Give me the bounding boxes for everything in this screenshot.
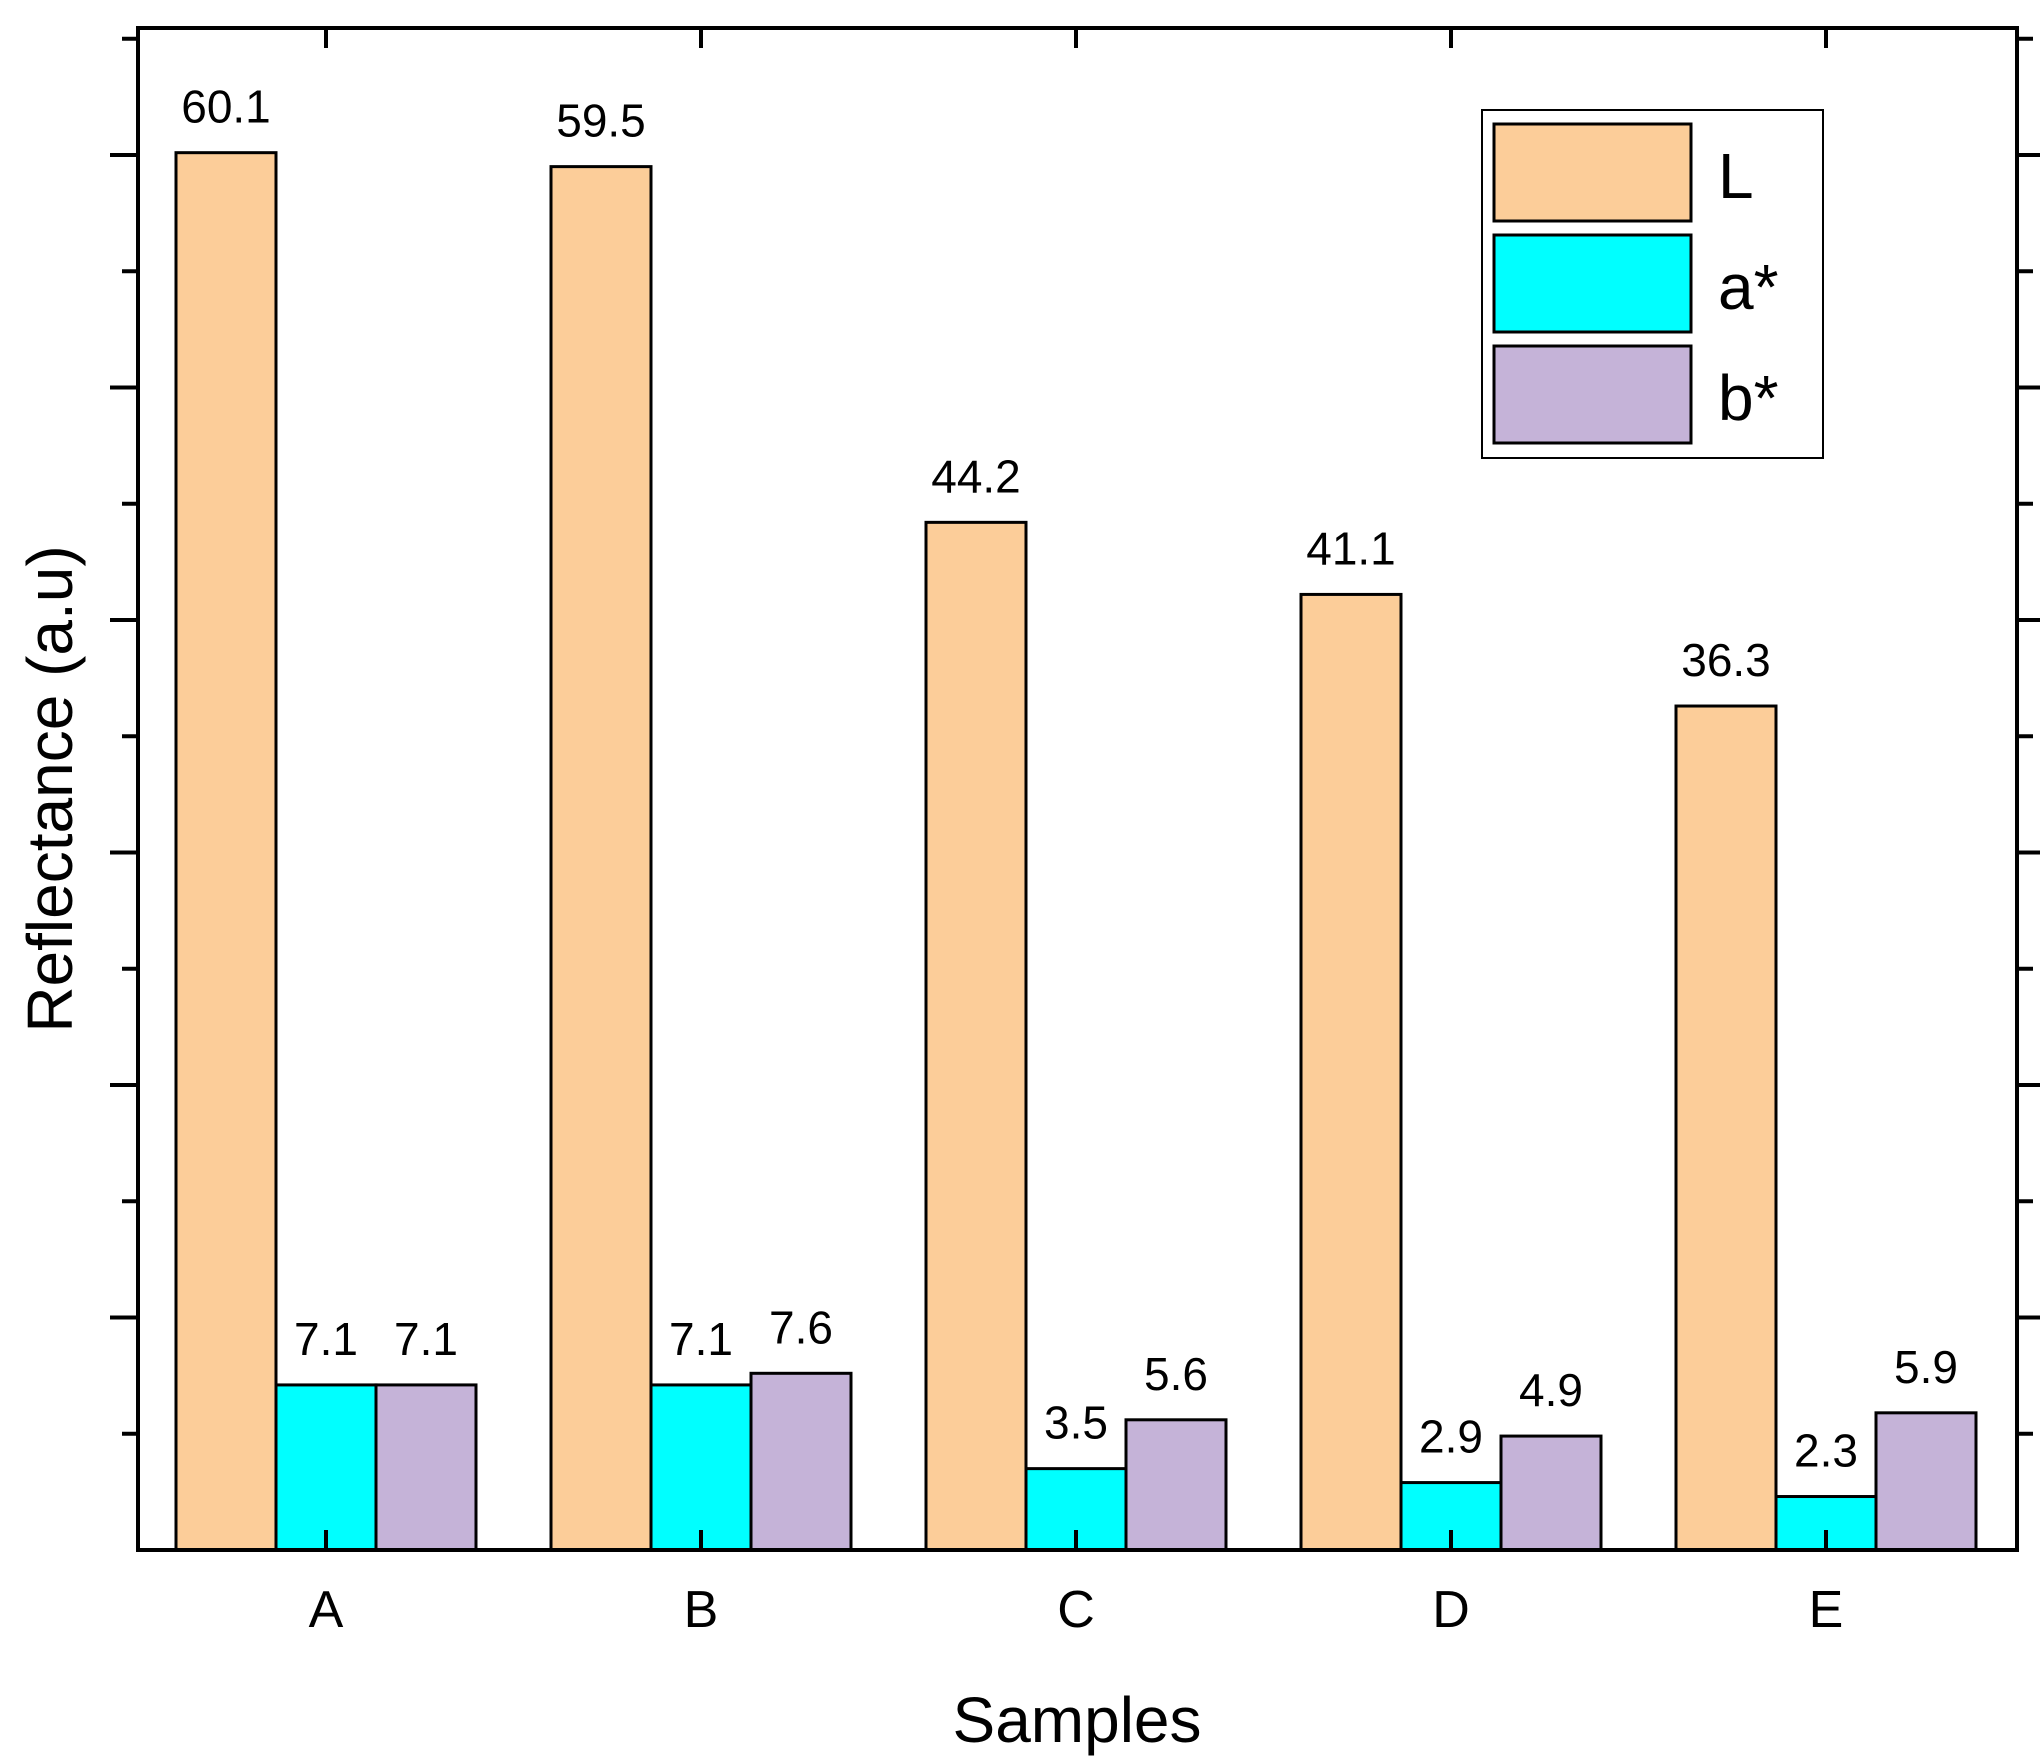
legend-swatch-a-star	[1492, 233, 1693, 334]
bar-b-star-B	[749, 1371, 853, 1552]
bar-label-a-star-B: 7.1	[669, 1313, 733, 1365]
ticks-layer	[110, 28, 2040, 1550]
bar-b-star-E	[1874, 1411, 1978, 1552]
bar-l-D	[1299, 592, 1403, 1552]
plot-frame	[136, 26, 2019, 1552]
bar-a-star-B	[649, 1383, 753, 1552]
bar-label-a-star-D: 2.9	[1419, 1411, 1483, 1463]
bar-label-l-C: 44.2	[931, 450, 1021, 502]
bar-b-star-D	[1499, 1434, 1603, 1552]
bar-label-l-B: 59.5	[556, 95, 646, 147]
category-label-A: A	[309, 1581, 344, 1639]
legend-label-b-star: b*	[1718, 362, 1779, 434]
bar-label-b-star-E: 5.9	[1894, 1341, 1958, 1393]
legend-entry-L: L	[1492, 122, 1754, 223]
bar-l-E	[1674, 704, 1778, 1552]
legend-swatch-L	[1492, 122, 1693, 223]
bar-l-B	[549, 165, 653, 1552]
category-label-E: E	[1809, 1581, 1844, 1639]
category-label-B: B	[684, 1581, 719, 1639]
legend-entry-b-star: b*	[1492, 344, 1779, 445]
legend-label-L: L	[1718, 140, 1754, 212]
bar-labels-layer: 60.1 7.1 7.1 59.5 7.1 7.6 44.2 3.5 5.6 41.1 2.9 4.9…	[181, 81, 1958, 1477]
legend-entry-a-star: a*	[1492, 233, 1779, 334]
category-labels-layer: A B C D E	[309, 1581, 1844, 1639]
bar-l-C	[924, 520, 1028, 1552]
bar-label-l-E: 36.3	[1681, 634, 1771, 686]
category-label-C: C	[1057, 1581, 1095, 1639]
bar-a-star-A	[274, 1383, 378, 1552]
bar-label-b-star-B: 7.6	[769, 1301, 833, 1353]
legend-label-a-star: a*	[1718, 251, 1779, 323]
bar-label-b-star-D: 4.9	[1519, 1364, 1583, 1416]
bar-label-a-star-E: 2.3	[1794, 1425, 1858, 1477]
legend-swatch-b-star	[1492, 344, 1693, 445]
category-label-D: D	[1432, 1581, 1470, 1639]
bar-label-l-A: 60.1	[181, 81, 271, 133]
bar-label-l-D: 41.1	[1306, 522, 1396, 574]
bar-b-star-A	[374, 1383, 478, 1552]
bar-label-a-star-C: 3.5	[1044, 1397, 1108, 1449]
bar-label-b-star-A: 7.1	[394, 1313, 458, 1365]
bar-label-a-star-A: 7.1	[294, 1313, 358, 1365]
bar-b-star-C	[1124, 1418, 1228, 1552]
y-axis-title: Reflectance (a.u)	[14, 545, 86, 1032]
legend: L a* b*	[1481, 109, 1824, 459]
bar-label-b-star-C: 5.6	[1144, 1348, 1208, 1400]
bars-layer	[174, 151, 1978, 1552]
bar-l-A	[174, 151, 278, 1552]
x-axis-title: Samples	[953, 1684, 1202, 1756]
